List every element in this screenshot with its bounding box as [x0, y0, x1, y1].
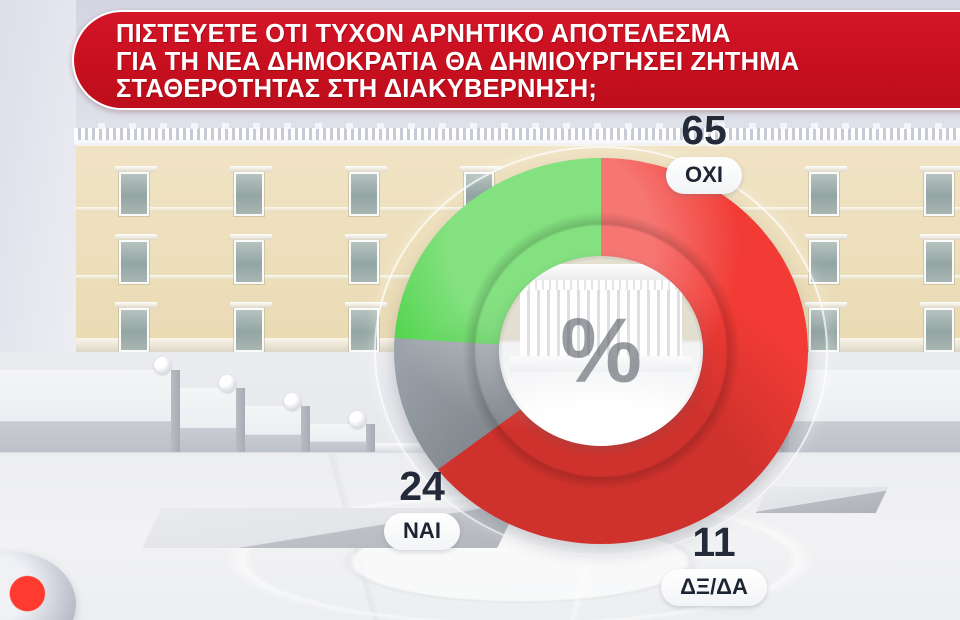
- window-cell: [191, 232, 306, 290]
- facade-window: [114, 234, 157, 284]
- chart-outer-ring: [374, 146, 828, 556]
- question-banner: ΠΙΣΤΕΥΕΤΕ ΟΤΙ ΤΥΧΟΝ ΑΡΝΗΤΙΚΟ ΑΠΟΤΕΛΕΣΜΑ …: [72, 10, 960, 110]
- label-nai: 24 ΝΑΙ: [352, 466, 492, 550]
- facade-window: [114, 166, 157, 216]
- window-cell: [881, 300, 960, 358]
- label-nai-value: 24: [399, 463, 445, 509]
- stair-bollard-sphere: [219, 375, 236, 392]
- question-text: ΠΙΣΤΕΥΕΤΕ ΟΤΙ ΤΥΧΟΝ ΑΡΝΗΤΙΚΟ ΑΠΟΤΕΛΕΣΜΑ …: [116, 20, 800, 103]
- stair-riser: [171, 370, 180, 452]
- facade-window: [919, 234, 960, 284]
- facade-window: [229, 234, 272, 284]
- facade-window: [229, 166, 272, 216]
- facade-window: [804, 166, 847, 216]
- label-nai-name: ΝΑΙ: [384, 513, 460, 550]
- window-cell: [76, 300, 191, 358]
- facade-window: [804, 234, 847, 284]
- facade-window: [229, 302, 272, 352]
- facade-window: [114, 302, 157, 352]
- window-cell: [76, 164, 191, 222]
- window-cell: [881, 232, 960, 290]
- stair-bollard-sphere: [284, 393, 301, 410]
- stair-bollard-sphere: [154, 357, 171, 374]
- window-cell: [306, 232, 421, 290]
- stair-riser: [301, 406, 310, 452]
- label-oxi-name: ΟΧΙ: [666, 157, 742, 194]
- stair-riser: [366, 424, 375, 452]
- center-glass-overlay: [499, 256, 703, 446]
- facade-window: [919, 302, 960, 352]
- facade-window: [344, 234, 387, 284]
- staircase-left: [0, 352, 480, 452]
- window-cell: [306, 164, 421, 222]
- stair-step: [0, 370, 180, 452]
- window-cell: [766, 232, 881, 290]
- stair-riser: [236, 388, 245, 452]
- window-cell: [76, 232, 191, 290]
- label-oxi-value: 65: [681, 107, 727, 153]
- facade-window: [344, 166, 387, 216]
- left-wall-block: [0, 0, 76, 352]
- label-dk: 11 ΔΞ/ΔΑ: [634, 522, 794, 606]
- donut-center-hole: %: [499, 256, 703, 446]
- percent-symbol: %: [560, 300, 642, 402]
- window-cell: [881, 164, 960, 222]
- window-cell: [191, 300, 306, 358]
- stair-bollard-sphere: [349, 411, 366, 428]
- label-dk-name: ΔΞ/ΔΑ: [661, 569, 767, 606]
- facade-window: [919, 166, 960, 216]
- label-dk-value: 11: [692, 519, 736, 565]
- roof-balustrade: [74, 123, 960, 142]
- donut-chart: %: [368, 142, 834, 560]
- window-cell: [191, 164, 306, 222]
- label-oxi: 65 ΟΧΙ: [634, 110, 774, 194]
- window-cell: [766, 164, 881, 222]
- donut-ring: %: [394, 158, 808, 544]
